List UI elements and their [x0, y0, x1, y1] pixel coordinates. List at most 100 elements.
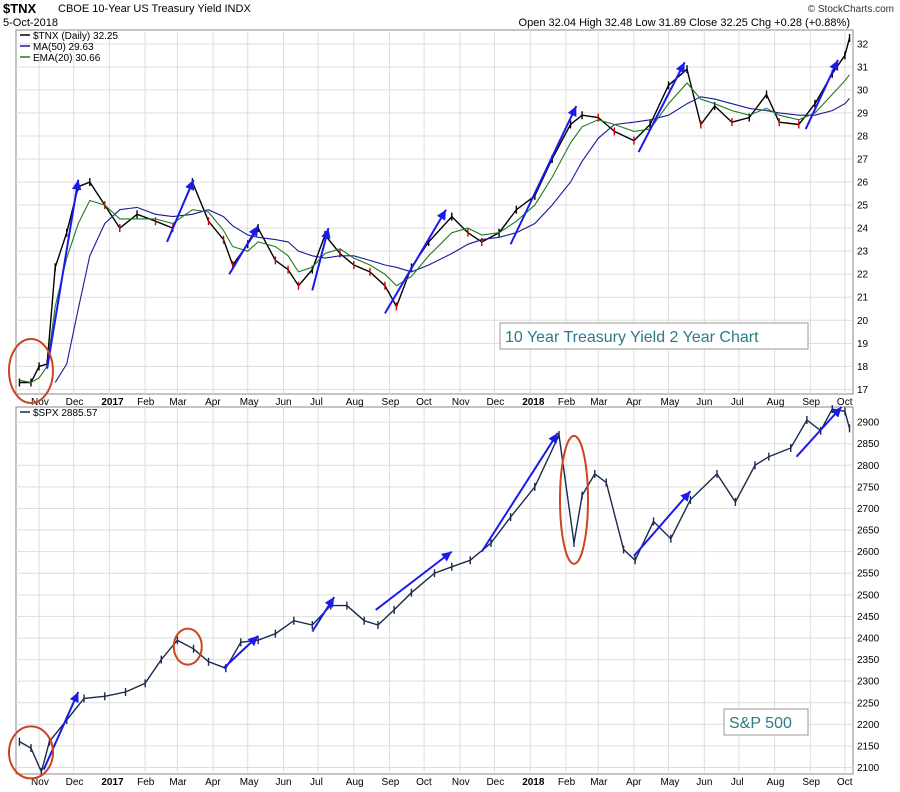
- trend-arrow-head: [248, 225, 259, 237]
- tnx-x-tick-label: Dec: [486, 397, 504, 408]
- spx-x-tick-label: Sep: [802, 777, 820, 788]
- chart-description: CBOE 10-Year US Treasury Yield INDX: [58, 3, 251, 15]
- spx-y-tick-label: 2150: [857, 741, 880, 752]
- trend-arrow-head: [831, 407, 842, 418]
- tnx-y-tick-label: 26: [857, 178, 869, 189]
- tnx-y-tick-label: 30: [857, 85, 869, 96]
- spx-highlight-circle: [559, 434, 589, 565]
- tnx-x-tick-label: Oct: [837, 397, 853, 408]
- spx-x-tick-label: Apr: [626, 777, 642, 788]
- trend-arrow-head: [675, 62, 685, 74]
- trend-arrow-head: [69, 691, 79, 703]
- spx-y-tick-label: 2100: [857, 763, 880, 774]
- tnx-trend-arrow: [311, 227, 331, 291]
- tnx-x-tick-label: May: [661, 397, 680, 408]
- tnx-y-tick-label: 31: [857, 62, 869, 73]
- spx-highlight-circle: [7, 725, 54, 780]
- trend-arrow-shaft: [166, 179, 195, 243]
- spx-x-tick-label: 2017: [101, 777, 124, 788]
- tnx-y-tick-label: 25: [857, 201, 869, 212]
- spx-plot-area: [15, 406, 854, 775]
- spx-trend-arrow: [480, 432, 559, 553]
- spx-panel: 2100 2150 2200 2250 2300 2350 2400 2450 2500 2550…: [15, 405, 880, 776]
- tnx-x-tick-label: Nov: [452, 397, 470, 408]
- spx-x-tick-label: Aug: [767, 777, 785, 788]
- tnx-x-tick-label: 2017: [101, 397, 124, 408]
- trend-arrow-head: [441, 551, 452, 562]
- trend-arrow-shaft: [633, 490, 692, 557]
- tnx-x-tick-label: Aug: [767, 397, 785, 408]
- tnx-y-tick-label: 28: [857, 131, 869, 142]
- tnx-trend-arrow: [166, 179, 195, 243]
- tnx-annotation-box: [499, 322, 809, 350]
- tnx-y-tick-label: 32: [857, 39, 869, 50]
- trend-arrow-head: [324, 596, 335, 608]
- tnx-x-tick-label: Jul: [310, 397, 323, 408]
- tnx-x-tick-label: Jun: [696, 397, 712, 408]
- tnx-legend-entry: EMA(20) 30.66: [33, 53, 101, 64]
- tnx-x-tick-label: Dec: [66, 397, 84, 408]
- spx-x-tick-label: Oct: [837, 777, 853, 788]
- spx-y-tick-label: 2400: [857, 633, 880, 644]
- tnx-series-line: [19, 74, 850, 384]
- spx-trend-arrow: [633, 490, 692, 557]
- chart-symbol: $TNX: [3, 1, 37, 16]
- trend-arrow-head: [829, 59, 839, 71]
- trend-arrow-head: [436, 209, 447, 221]
- spx-y-tick-label: 2850: [857, 439, 880, 450]
- trend-arrow-head: [71, 179, 82, 191]
- spx-highlight-circle: [172, 627, 203, 666]
- tnx-x-tick-label: Oct: [416, 397, 432, 408]
- tnx-y-tick-label: 22: [857, 270, 869, 281]
- spx-x-tick-label: Feb: [558, 777, 576, 788]
- trend-arrow-head: [247, 635, 259, 647]
- spx-x-tick-label: Feb: [137, 777, 155, 788]
- tnx-y-tick-label: 17: [857, 385, 869, 396]
- trend-arrow-shaft: [384, 209, 447, 314]
- trend-arrow-head: [567, 106, 577, 118]
- spx-x-tick-label: May: [661, 777, 680, 788]
- tnx-trend-arrow: [637, 61, 686, 153]
- spx-y-tick-label: 2650: [857, 526, 880, 537]
- spx-y-tick-label: 2300: [857, 677, 880, 688]
- tnx-y-tick-label: 21: [857, 293, 869, 304]
- spx-y-tick-label: 2800: [857, 461, 880, 472]
- spx-x-tick-label: Sep: [382, 777, 400, 788]
- tnx-x-tick-label: Sep: [382, 397, 400, 408]
- tnx-y-tick-label: 18: [857, 362, 869, 373]
- tnx-y-tick-label: 20: [857, 316, 869, 327]
- tnx-x-tick-label: Aug: [346, 397, 364, 408]
- spx-annotation-box: [723, 708, 809, 736]
- trend-arrow-head: [680, 491, 691, 502]
- trend-arrow-shaft: [46, 179, 80, 369]
- spx-trend-arrow: [375, 550, 453, 611]
- tnx-x-tick-label: Mar: [590, 397, 608, 408]
- spx-y-tick-label: 2550: [857, 569, 880, 580]
- spx-x-tick-label: Jun: [696, 777, 712, 788]
- tnx-x-tick-label: Feb: [558, 397, 576, 408]
- spx-x-tick-label: Jun: [275, 777, 291, 788]
- tnx-trend-arrow: [509, 105, 578, 245]
- tnx-trend-arrow: [228, 225, 259, 275]
- tnx-trend-arrow: [46, 179, 82, 369]
- trend-arrow-shaft: [480, 432, 559, 553]
- spx-y-tick-label: 2500: [857, 590, 880, 601]
- trend-arrow-shaft: [509, 105, 578, 245]
- spx-trend-arrow: [222, 635, 259, 669]
- spx-annotation-text: S&P 500: [729, 715, 792, 732]
- spx-x-tick-label: Dec: [66, 777, 84, 788]
- tnx-trend-arrow: [384, 209, 447, 314]
- spx-x-tick-label: Mar: [590, 777, 608, 788]
- spx-x-tick-label: Dec: [486, 777, 504, 788]
- spx-y-tick-label: 2700: [857, 504, 880, 515]
- spx-y-tick-label: 2750: [857, 482, 880, 493]
- trend-arrow-shaft: [375, 550, 453, 611]
- tnx-panel: 17 18 19 20 21 22 23 24 25 26 27 28 29 30 31 32 $TNX (Da…: [15, 29, 869, 396]
- trend-arrow-shaft: [795, 406, 843, 458]
- trend-arrow-shaft: [804, 59, 839, 130]
- tnx-highlight-circle: [7, 337, 54, 404]
- tnx-annotation-text: 10 Year Treasury Yield 2 Year Chart: [505, 329, 759, 346]
- spx-trend-arrow: [311, 596, 336, 633]
- tnx-legend-entry: MA(50) 29.63: [33, 42, 94, 53]
